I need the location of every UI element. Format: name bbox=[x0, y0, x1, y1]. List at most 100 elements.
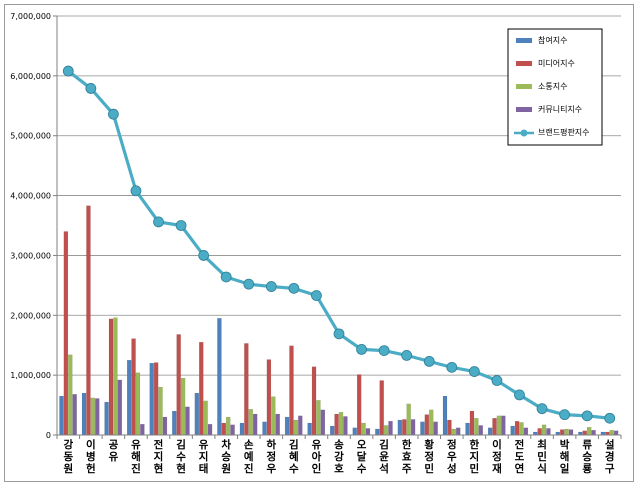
bar bbox=[487, 427, 493, 436]
bar bbox=[357, 374, 362, 436]
bar bbox=[104, 401, 109, 436]
bar bbox=[429, 409, 434, 436]
bar bbox=[501, 415, 506, 436]
line-point bbox=[423, 355, 435, 367]
bar bbox=[262, 421, 267, 436]
bar bbox=[424, 414, 429, 436]
bar bbox=[72, 394, 77, 436]
legend-swatch bbox=[516, 84, 532, 89]
bar bbox=[465, 422, 470, 436]
y-tick-label: 2,000,000 bbox=[10, 311, 51, 320]
bar bbox=[591, 430, 596, 436]
bar bbox=[311, 366, 317, 436]
bar bbox=[613, 430, 619, 436]
bar bbox=[537, 428, 542, 436]
legend-label: 브랜드평판지수 bbox=[538, 127, 590, 137]
line-point bbox=[288, 282, 300, 294]
y-tick-label: 5,000,000 bbox=[10, 132, 51, 141]
line-point bbox=[378, 345, 390, 357]
y-tick-label: 4,000,000 bbox=[10, 192, 51, 201]
line-point bbox=[130, 185, 142, 197]
y-tick-label: 0 bbox=[46, 431, 51, 440]
bar bbox=[180, 377, 186, 436]
bar bbox=[564, 428, 569, 436]
bar bbox=[420, 421, 425, 436]
gridlines bbox=[57, 15, 621, 376]
bar bbox=[560, 429, 565, 436]
bar bbox=[86, 205, 91, 436]
bar bbox=[510, 425, 515, 436]
bar bbox=[81, 392, 87, 436]
line-point bbox=[198, 250, 210, 261]
bar bbox=[478, 425, 483, 436]
bar-series bbox=[59, 205, 619, 436]
legend-item: 미디어지수 bbox=[516, 58, 575, 68]
line-point bbox=[581, 410, 593, 422]
line-point bbox=[265, 281, 277, 292]
bar bbox=[172, 410, 177, 436]
bar bbox=[162, 416, 168, 436]
bar bbox=[541, 424, 547, 436]
bar bbox=[402, 419, 407, 436]
chart-frame: 0 1,000,000 2,000,000 3,000,000 4,000,000 5,0… bbox=[4, 4, 634, 482]
bar bbox=[582, 430, 587, 436]
bar bbox=[185, 406, 190, 436]
bar bbox=[492, 418, 497, 436]
bar bbox=[519, 422, 524, 436]
line-point bbox=[514, 389, 525, 401]
legend-item: 참여지수 bbox=[516, 35, 567, 45]
bar bbox=[108, 318, 114, 436]
bar bbox=[239, 422, 245, 436]
y-tick-label: 6,000,000 bbox=[10, 72, 51, 81]
bar bbox=[158, 386, 163, 436]
legend-swatch bbox=[516, 107, 532, 112]
bar bbox=[469, 410, 475, 436]
bar bbox=[609, 430, 614, 436]
bar bbox=[221, 422, 226, 436]
line-point bbox=[446, 361, 458, 373]
bar bbox=[343, 416, 348, 436]
bar bbox=[330, 425, 335, 436]
bar bbox=[307, 422, 312, 436]
bar bbox=[361, 422, 366, 436]
bar bbox=[275, 413, 280, 436]
bar bbox=[248, 409, 253, 436]
bar bbox=[293, 419, 299, 436]
bar bbox=[587, 427, 592, 436]
bar bbox=[406, 403, 411, 436]
line-point bbox=[220, 271, 232, 283]
bar bbox=[63, 231, 69, 436]
bar bbox=[127, 360, 132, 436]
bar bbox=[334, 413, 339, 436]
legend-label: 참여지수 bbox=[538, 35, 567, 45]
line-point bbox=[491, 375, 503, 386]
series-3-bars bbox=[68, 317, 614, 436]
bar bbox=[375, 428, 380, 436]
bar bbox=[298, 415, 303, 436]
legend-item: 커뮤니티지수 bbox=[516, 104, 582, 114]
line-series bbox=[62, 65, 616, 424]
bar bbox=[131, 338, 136, 436]
bar bbox=[95, 398, 100, 436]
y-axis-ticks: 0 1,000,000 2,000,000 3,000,000 4,000,000 5,0… bbox=[10, 12, 57, 440]
bar bbox=[320, 409, 325, 436]
line-point bbox=[536, 403, 548, 415]
brand-reputation-chart: 0 1,000,000 2,000,000 3,000,000 4,000,000 5,0… bbox=[10, 12, 622, 475]
